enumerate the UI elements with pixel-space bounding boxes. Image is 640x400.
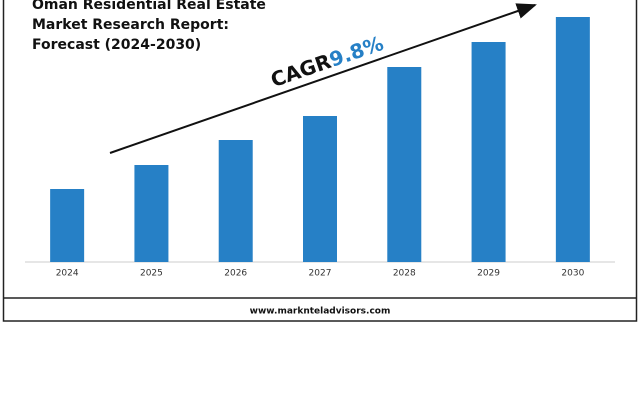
x-tick-label: 2029 [477, 269, 500, 279]
source: www.marknteladvisors.com [250, 307, 391, 317]
x-tick-label: 2027 [309, 269, 332, 279]
chart-title: Market Research Report: [32, 17, 229, 33]
chart-title: Oman Residential Real Estate [32, 0, 266, 13]
x-tick-label: 2026 [224, 269, 247, 279]
bar [218, 140, 253, 262]
bar [50, 189, 85, 262]
frame [2, 0, 638, 322]
x-tick-label: 2024 [56, 269, 79, 279]
x-tick-label: 2028 [393, 269, 416, 279]
bar [387, 67, 422, 262]
bar [134, 165, 169, 262]
x-tick-label: 2030 [561, 269, 584, 279]
trend-arrow [109, 3, 537, 154]
bar [471, 42, 506, 262]
x-tick-label: 2025 [140, 269, 163, 279]
bar [303, 116, 337, 262]
bar [555, 17, 590, 262]
chart-title: Forecast (2024-2030) [32, 37, 201, 53]
cagr-annotation: CAGR 9.8% [268, 31, 387, 92]
cagr-value: 9.8% [326, 31, 386, 72]
